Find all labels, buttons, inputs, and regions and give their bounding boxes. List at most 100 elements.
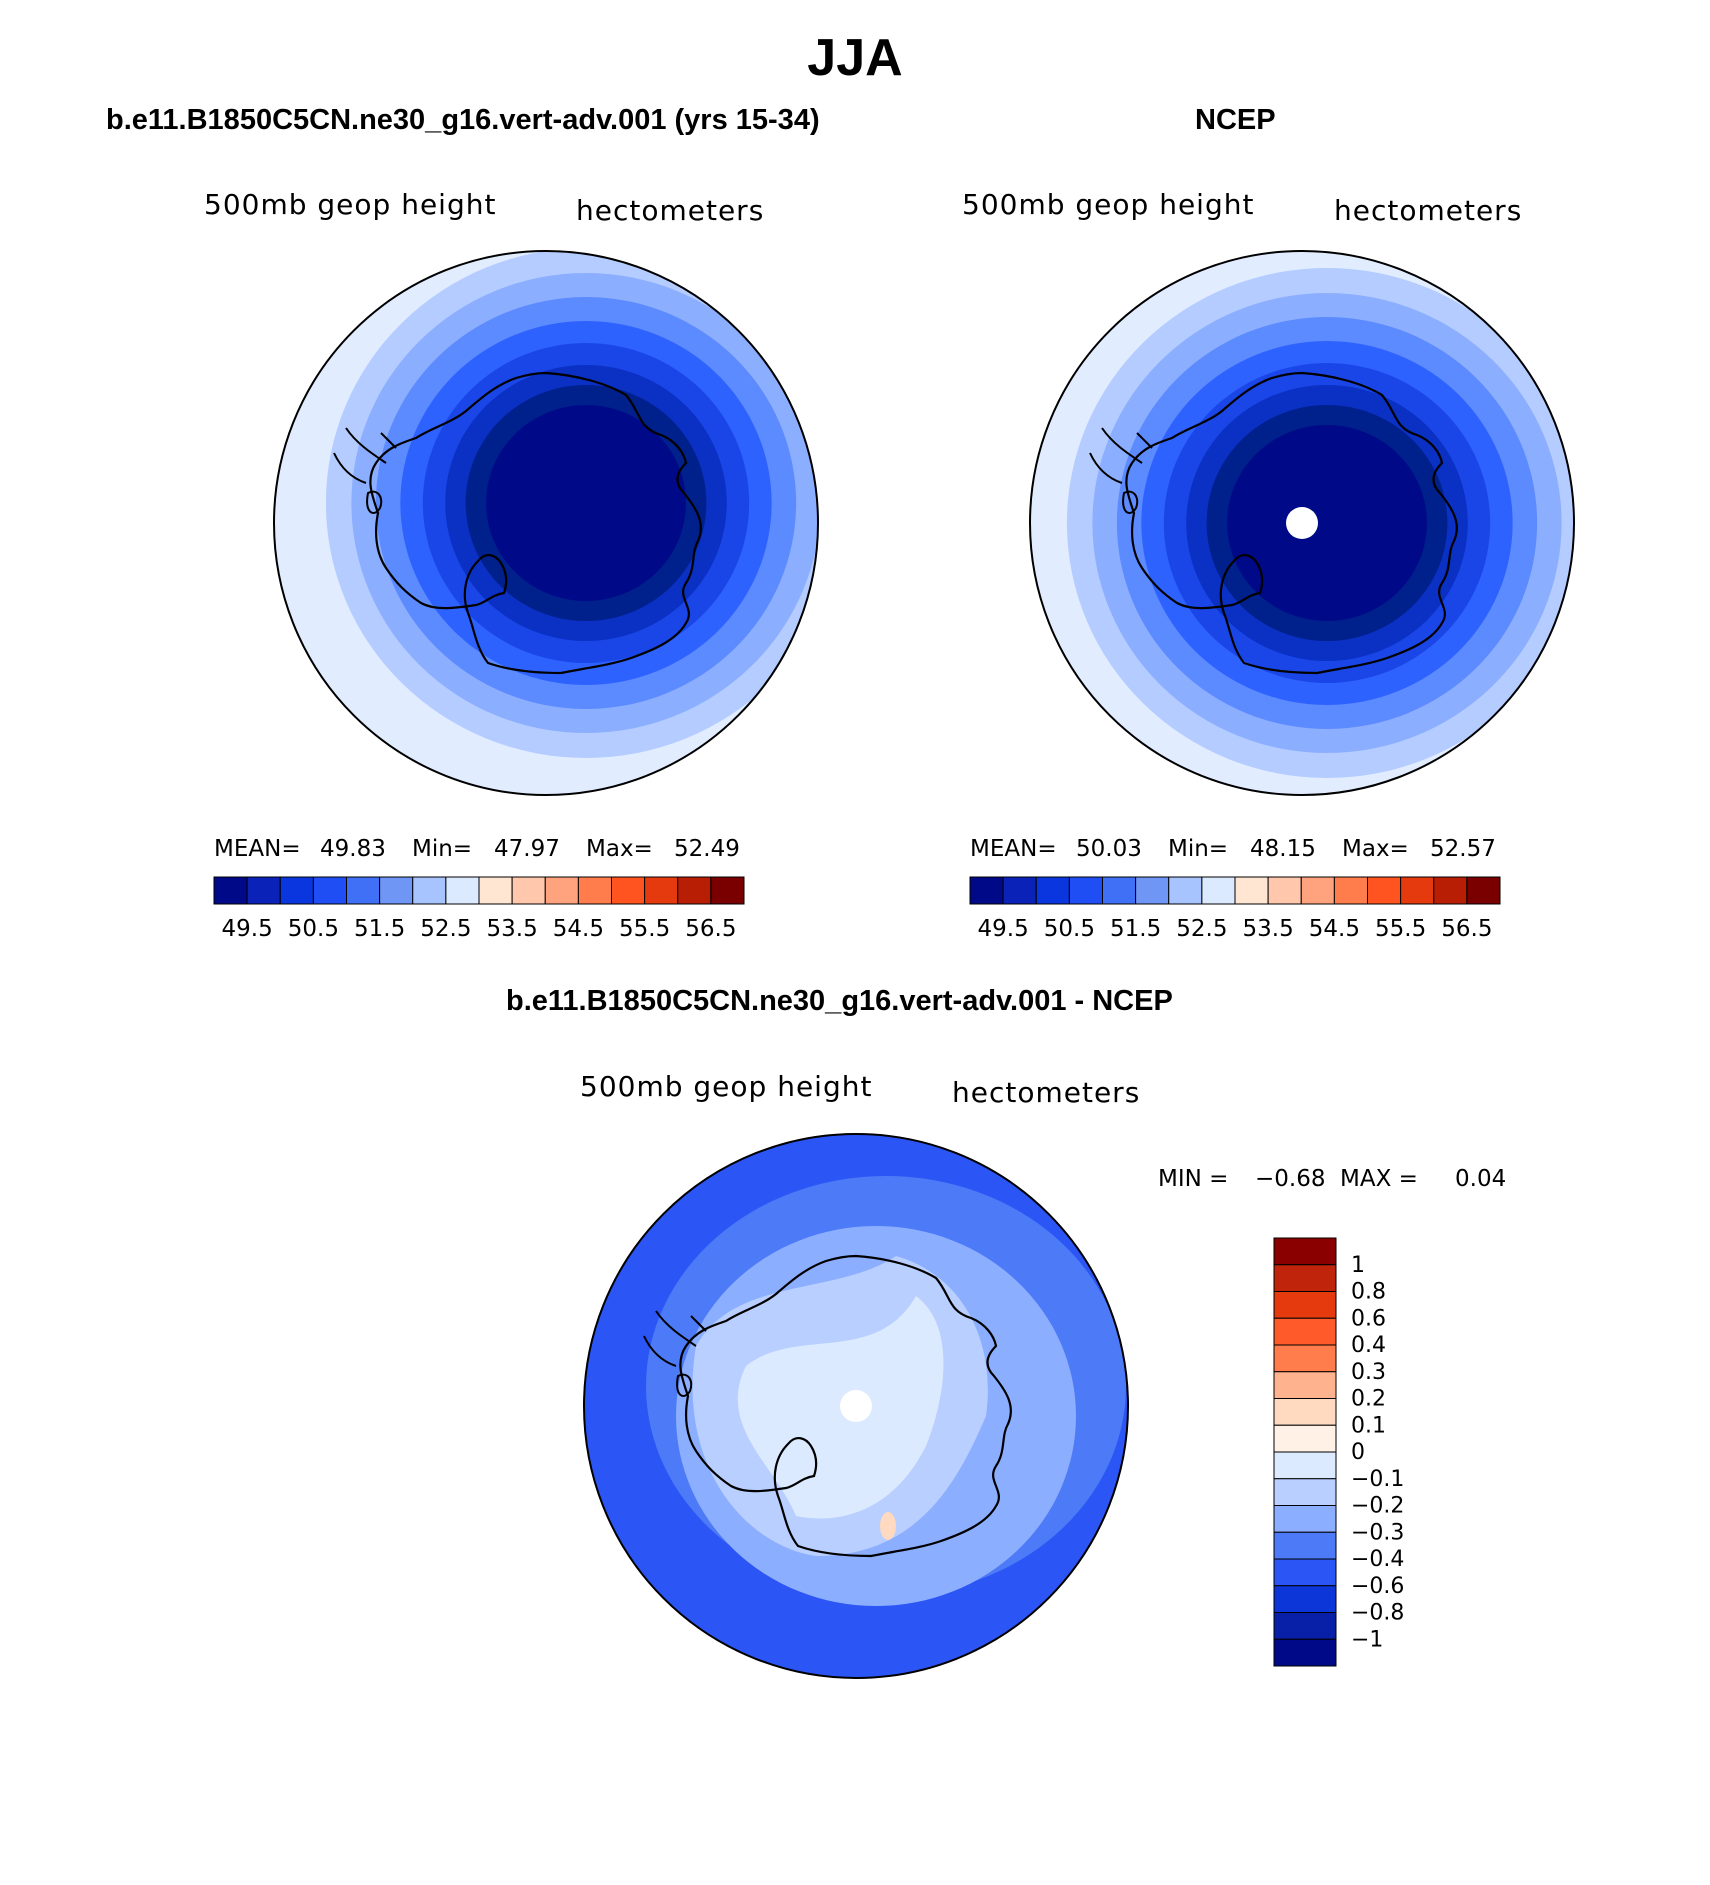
- colorbar-tick-label: 55.5: [619, 916, 670, 942]
- colorbar-swatch: [1273, 1264, 1337, 1292]
- colorbar-swatch: [1333, 876, 1368, 905]
- colorbar-swatch: [1234, 876, 1269, 905]
- colorbar-swatch: [1068, 876, 1103, 905]
- colorbar-swatch: [312, 876, 347, 905]
- colorbar-swatch: [969, 876, 1004, 905]
- pole-missing-data: [840, 1390, 872, 1422]
- colorbar-swatch: [1035, 876, 1070, 905]
- colorbar-swatch: [213, 876, 248, 905]
- colorbar-swatch: [1168, 876, 1203, 905]
- panel-1-variable-label: 500mb geop height: [204, 188, 497, 221]
- panel-1-units-label: hectometers: [576, 194, 765, 227]
- colorbar-swatch: [577, 876, 612, 905]
- colorbar-tick-label: −0.6: [1351, 1574, 1404, 1599]
- panel-2-mean-label: MEAN=: [970, 836, 1057, 862]
- colorbar-swatch: [1002, 876, 1037, 905]
- colorbar-swatch: [478, 876, 513, 905]
- colorbar-swatch: [1400, 876, 1435, 905]
- panel-2-units-label: hectometers: [1334, 194, 1523, 227]
- colorbar-tick-label: 0.2: [1351, 1387, 1386, 1412]
- colorbar-swatch: [1273, 1451, 1337, 1480]
- colorbar-tick-label: −0.4: [1351, 1547, 1404, 1572]
- colorbar-tick-label: 0: [1351, 1440, 1365, 1465]
- colorbar-tick-label: 56.5: [1441, 916, 1492, 942]
- colorbar-tick-label: 0.3: [1351, 1360, 1386, 1385]
- panel-2-max-label: Max=: [1342, 836, 1409, 862]
- colorbar-swatch: [1367, 876, 1402, 905]
- colorbar-swatch: [379, 876, 414, 905]
- colorbar-swatch: [445, 876, 480, 905]
- colorbar-tick-label: −0.1: [1351, 1467, 1404, 1492]
- pole-missing-data: [1286, 507, 1318, 539]
- colorbar-tick-label: −0.2: [1351, 1494, 1404, 1519]
- contour-band: [486, 405, 686, 601]
- colorbar-swatch: [1273, 1424, 1337, 1453]
- panel-2-colorbar: 49.5 50.5 51.5 52.5 53.5 54.5 55.5 56.5: [969, 876, 1501, 942]
- colorbar-tick-label: 52.5: [1176, 916, 1227, 942]
- colorbar-swatch: [644, 876, 679, 905]
- panel-1-max-value: 52.49: [674, 836, 740, 862]
- contour-band: [1227, 425, 1427, 621]
- colorbar-tick-label: 54.5: [1309, 916, 1360, 942]
- map-boundary: [273, 250, 819, 796]
- colorbar-swatch: [1135, 876, 1170, 905]
- diff-max-value: 0.04: [1455, 1166, 1507, 1192]
- colorbar-swatch: [611, 876, 646, 905]
- colorbar-swatch: [1273, 1237, 1337, 1266]
- panel-1-max-label: Max=: [586, 836, 653, 862]
- colorbar-swatch: [1273, 1478, 1337, 1506]
- colorbar-swatch: [544, 876, 579, 905]
- colorbar-swatch: [1267, 876, 1302, 905]
- figure-title: JJA: [807, 29, 903, 87]
- colorbar-swatch: [279, 876, 314, 905]
- diff-panel-units-label: hectometers: [952, 1076, 1141, 1109]
- colorbar-swatch: [1273, 1531, 1337, 1560]
- panel-1-heading: b.e11.B1850C5CN.ne30_g16.vert-adv.001 (y…: [106, 104, 820, 136]
- diff-panel-variable-label: 500mb geop height: [580, 1070, 873, 1103]
- colorbar-tick-label: 51.5: [354, 916, 405, 942]
- colorbar-swatch: [1273, 1612, 1337, 1640]
- colorbar-tick-label: 0.6: [1351, 1306, 1386, 1331]
- colorbar-swatch: [346, 876, 381, 905]
- colorbar-tick-label: 49.5: [222, 916, 273, 942]
- colorbar-swatch: [1273, 1638, 1337, 1667]
- colorbar-tick-label: −0.3: [1351, 1520, 1404, 1545]
- diff-max-label: MAX =: [1340, 1166, 1418, 1192]
- colorbar-tick-label: 0.8: [1351, 1280, 1386, 1305]
- diff-min-value: −0.68: [1255, 1166, 1326, 1192]
- colorbar-swatch: [677, 876, 712, 905]
- colorbar-swatch: [1102, 876, 1137, 905]
- panel-2-mean-value: 50.03: [1076, 836, 1142, 862]
- panel-2-min-value: 48.15: [1250, 836, 1316, 862]
- colorbar-tick-label: 54.5: [553, 916, 604, 942]
- colorbar-swatch: [1273, 1505, 1337, 1533]
- colorbar-swatch: [1273, 1398, 1337, 1426]
- colorbar-tick-label: 56.5: [685, 916, 736, 942]
- colorbar-tick-label: 55.5: [1375, 916, 1426, 942]
- panel-1-mean-value: 49.83: [320, 836, 386, 862]
- colorbar-swatch: [1273, 1585, 1337, 1613]
- map-boundary: [583, 1133, 1129, 1679]
- panel-1-colorbar: 49.5 50.5 51.5 52.5 53.5 54.5 55.5 56.5: [213, 876, 745, 942]
- colorbar-tick-label: 50.5: [288, 916, 339, 942]
- colorbar-swatch: [710, 876, 745, 905]
- colorbar-tick-label: 50.5: [1044, 916, 1095, 942]
- colorbar-tick-label: 53.5: [487, 916, 538, 942]
- colorbar-tick-label: 0.4: [1351, 1333, 1386, 1358]
- colorbar-tick-label: 53.5: [1243, 916, 1294, 942]
- colorbar-tick-label: 1: [1351, 1253, 1365, 1278]
- panel-1-min-value: 47.97: [494, 836, 560, 862]
- colorbar-swatch: [246, 876, 281, 905]
- panel-1-map: [274, 251, 818, 795]
- panel-1-min-label: Min=: [412, 836, 473, 862]
- diff-colorbar: 10.80.60.40.30.20.10−0.1−0.2−0.3−0.4−0.6…: [1273, 1237, 1404, 1667]
- colorbar-tick-label: 49.5: [978, 916, 1029, 942]
- colorbar-swatch: [1273, 1371, 1337, 1399]
- colorbar-swatch: [511, 876, 546, 905]
- panel-2-max-value: 52.57: [1430, 836, 1496, 862]
- colorbar-tick-label: 0.1: [1351, 1413, 1386, 1438]
- colorbar-tick-label: 52.5: [420, 916, 471, 942]
- colorbar-swatch: [1433, 876, 1468, 905]
- contour-band: [880, 1512, 896, 1540]
